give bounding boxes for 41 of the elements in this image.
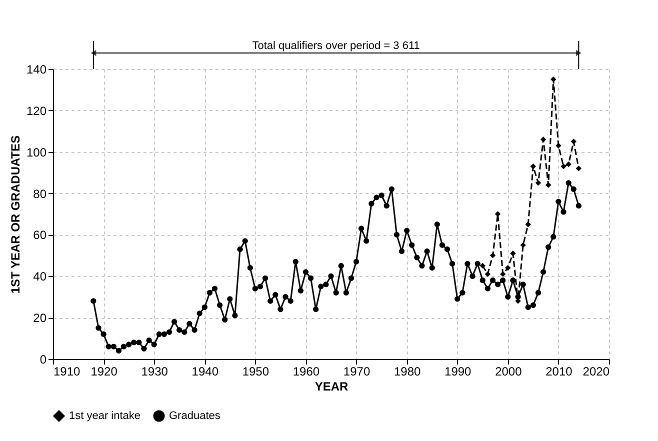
- point: [510, 250, 516, 256]
- x-tick-label: 2010: [546, 364, 573, 378]
- x-tick-label: 2020: [582, 364, 610, 378]
- point: [525, 222, 531, 228]
- x-tick-label: 1950: [242, 364, 270, 378]
- x-tick-label: 1990: [444, 364, 472, 378]
- x-axis-title: YEAR: [314, 380, 348, 394]
- y-tick-label: 120: [26, 104, 47, 118]
- point: [535, 180, 541, 186]
- x-tick-label: 1930: [141, 364, 168, 378]
- legend-label: 1st year intake: [69, 410, 141, 422]
- point: [520, 242, 526, 248]
- x-tick-label: 1970: [343, 364, 370, 378]
- y-tick-label: 0: [40, 352, 47, 366]
- x-tick-label: 1940: [192, 364, 219, 378]
- text: Total qualifiers over period = 3 611: [252, 40, 420, 52]
- y-tick-label: 140: [26, 62, 47, 76]
- legend-label: Graduates: [169, 410, 221, 422]
- y-tick-label: 40: [33, 270, 47, 284]
- point: [576, 166, 582, 172]
- y-tick-label: 80: [33, 186, 47, 201]
- point: [530, 164, 536, 170]
- point: [546, 182, 552, 188]
- point: [505, 265, 511, 271]
- point: [566, 162, 572, 168]
- point: [570, 138, 576, 144]
- y-axis-title: 1ST YEAR OR GRADUATES: [8, 135, 22, 294]
- x-tick-label: 1980: [394, 364, 421, 378]
- x-tick-label: 2000: [495, 364, 522, 378]
- x-tick-label: 1960: [292, 364, 320, 378]
- point: [480, 263, 486, 269]
- y-tick-label: 20: [33, 311, 47, 326]
- point: [560, 164, 566, 170]
- y-tick-label: 100: [26, 145, 47, 160]
- point: [484, 271, 490, 277]
- point: [490, 252, 496, 258]
- point: [550, 76, 556, 82]
- x-tick-label: 1920: [90, 364, 118, 378]
- point: [500, 271, 506, 277]
- x-tick-label: 1910: [54, 364, 81, 378]
- y-tick-label: 60: [33, 228, 47, 242]
